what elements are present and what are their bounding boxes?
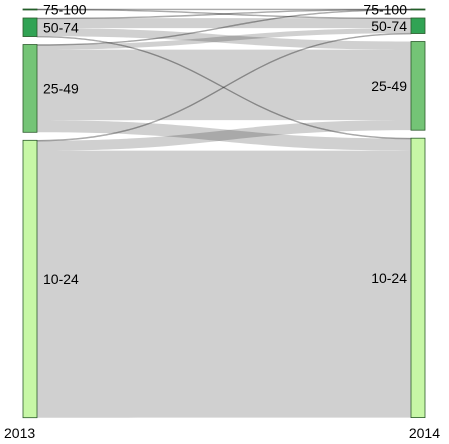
sankey-link-10-24-to-10-24 [37,150,411,418]
sankey-node-2014-75-100 [410,8,426,11]
links-layer [36,8,412,418]
sankey-link-50-74-to-50-74 [37,18,411,29]
sankey-node-2013-50-74 [22,17,38,37]
sankey-node-2014-50-74 [410,17,426,34]
sankey-node-label-2013-25-49: 25-49 [43,80,79,96]
sankey-node-label-2014-50-74: 50-74 [371,18,407,34]
sankey-link-25-49-to-50-74 [37,28,411,50]
sankey-node-2014-25-49 [410,41,426,131]
labels-layer: 75-10050-7425-4910-2475-10050-7425-4910-… [43,2,407,288]
sankey-node-label-2013-75-100: 75-100 [43,2,87,18]
sankey-node-2013-25-49 [22,44,38,133]
sankey-node-label-2014-10-24: 10-24 [371,270,407,286]
sankey-node-label-2013-10-24: 10-24 [43,271,79,287]
sankey-node-label-2014-25-49: 25-49 [371,78,407,94]
sankey-link-25-49-to-25-49 [37,49,411,121]
column-label-2013: 2013 [4,425,35,441]
sankey-node-2013-75-100 [22,8,38,11]
sankey-link-10-24-to-50-74 [36,32,412,142]
sankey-node-2013-10-24 [22,139,38,419]
sankey-node-label-2013-50-74: 50-74 [43,19,79,35]
nodes-layer [22,8,426,419]
sankey-node-2014-10-24 [410,137,426,418]
column-label-2014: 2014 [409,425,440,441]
sankey-node-label-2014-75-100: 75-100 [363,2,407,18]
